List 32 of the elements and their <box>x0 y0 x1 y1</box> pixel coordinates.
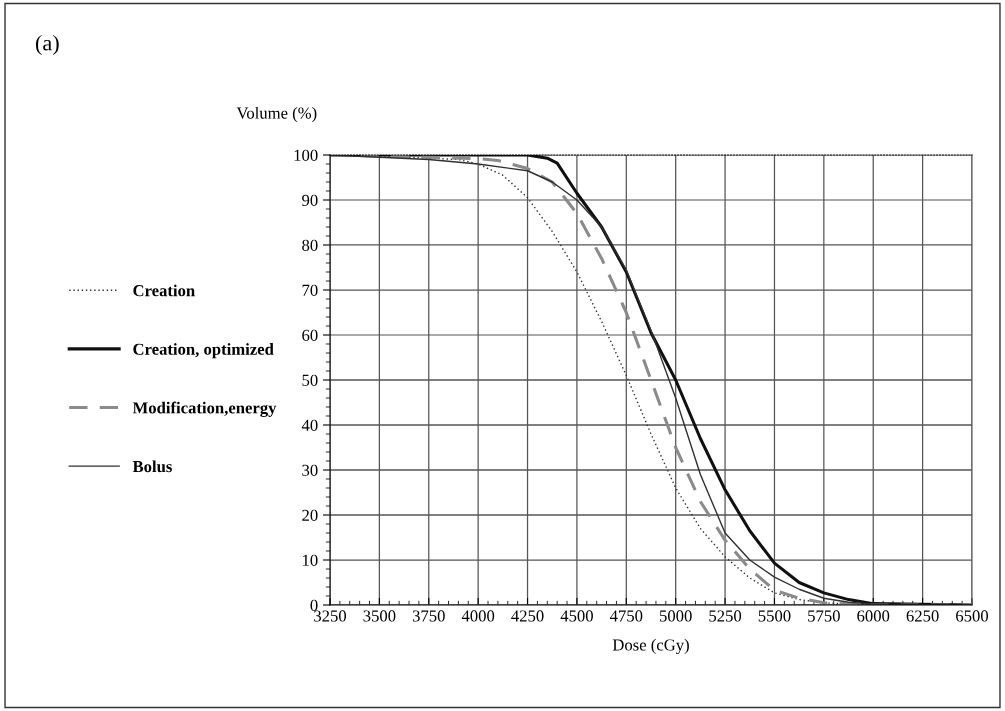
x-tick-label: 3250 <box>314 610 347 622</box>
legend-label: Modification,energy <box>132 401 277 417</box>
y-tick-label: 80 <box>302 239 318 251</box>
text: (a) <box>35 34 59 56</box>
y-tick-label: 10 <box>302 554 318 566</box>
x-tick-label: 3500 <box>363 610 396 622</box>
x-tick-label: 3750 <box>412 610 445 622</box>
y-tick-label: 90 <box>302 194 318 206</box>
x-tick-label: 5500 <box>758 610 791 622</box>
x-axis-title: Dose (cGy) <box>612 638 689 655</box>
y-axis-title: Volume (%) <box>236 106 317 123</box>
y-tick-label: 0 <box>310 599 318 611</box>
y-tick-label: 30 <box>302 464 318 476</box>
x-tick-label: 5750 <box>808 610 840 622</box>
legend-label: Bolus <box>132 460 172 473</box>
y-tick-label: 100 <box>294 149 318 161</box>
y-tick-label: 40 <box>301 419 318 431</box>
x-tick-label: 4750 <box>609 610 643 622</box>
x-tick-label: 5250 <box>709 610 742 622</box>
x-tick-label: 4000 <box>461 610 495 622</box>
x-tick-label: 6000 <box>857 610 890 622</box>
y-tick-label: 60 <box>302 329 318 341</box>
x-tick-label: 5000 <box>659 610 692 622</box>
x-tick-label: 4500 <box>560 610 593 622</box>
legend-label: Creation <box>133 284 195 297</box>
legend-label: Creation, optimized <box>133 343 274 359</box>
x-tick-label: 6250 <box>906 610 939 622</box>
y-tick-label: 20 <box>302 509 318 521</box>
x-tick-label: 4250 <box>511 610 544 622</box>
y-tick-label: 50 <box>302 374 318 386</box>
x-tick-label: 6500 <box>956 610 989 622</box>
y-tick-label: 70 <box>302 284 318 296</box>
